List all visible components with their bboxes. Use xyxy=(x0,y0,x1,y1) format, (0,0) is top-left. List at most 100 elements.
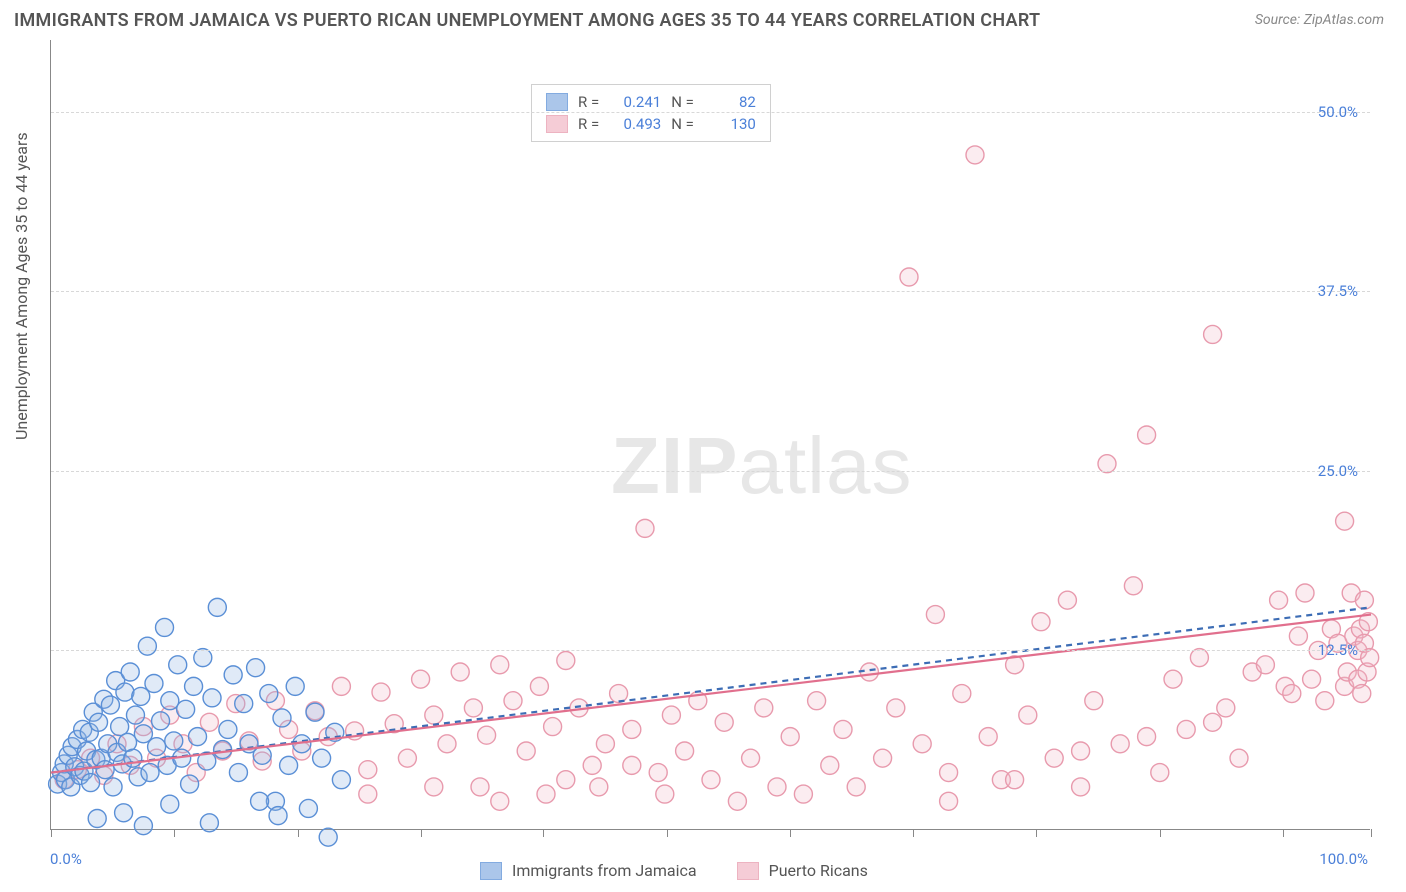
x-tick xyxy=(1283,829,1284,837)
data-point-puerto_rican xyxy=(464,699,482,717)
data-point-puerto_rican xyxy=(590,778,608,796)
data-point-puerto_rican xyxy=(398,749,416,767)
data-point-jamaica xyxy=(96,761,114,779)
swatch-puerto-rican-bottom xyxy=(737,862,759,880)
data-point-jamaica xyxy=(161,795,179,813)
series-name-puerto-rican: Puerto Ricans xyxy=(769,861,868,880)
data-point-puerto_rican xyxy=(1336,512,1354,530)
data-point-puerto_rican xyxy=(425,706,443,724)
data-point-puerto_rican xyxy=(768,778,786,796)
x-axis-min-label: 0.0% xyxy=(50,850,82,868)
data-point-puerto_rican xyxy=(544,718,562,736)
data-point-puerto_rican xyxy=(412,670,430,688)
n-label: N = xyxy=(671,115,694,133)
data-point-jamaica xyxy=(165,732,183,750)
data-point-puerto_rican xyxy=(200,713,218,731)
data-point-puerto_rican xyxy=(1256,656,1274,674)
data-point-puerto_rican xyxy=(656,785,674,803)
x-tick xyxy=(667,829,668,837)
legend-item-puerto-rican: Puerto Ricans xyxy=(737,861,868,880)
data-point-puerto_rican xyxy=(1058,591,1076,609)
data-point-puerto_rican xyxy=(953,685,971,703)
data-point-puerto_rican xyxy=(715,713,733,731)
data-point-puerto_rican xyxy=(1151,764,1169,782)
data-point-jamaica xyxy=(161,692,179,710)
data-point-jamaica xyxy=(177,700,195,718)
n-value-jamaica: 82 xyxy=(704,93,756,111)
data-point-jamaica xyxy=(224,666,242,684)
data-point-puerto_rican xyxy=(794,785,812,803)
data-point-puerto_rican xyxy=(372,683,390,701)
x-tick xyxy=(174,829,175,837)
trend-line-puerto_rican xyxy=(51,615,1371,773)
data-point-puerto_rican xyxy=(1177,720,1195,738)
data-point-puerto_rican xyxy=(728,792,746,810)
data-point-jamaica xyxy=(134,817,152,835)
legend-item-jamaica: Immigrants from Jamaica xyxy=(480,861,697,880)
y-tick-label: 50.0% xyxy=(1318,103,1358,121)
scatter-svg xyxy=(51,40,1370,829)
data-point-puerto_rican xyxy=(808,692,826,710)
data-point-jamaica xyxy=(251,792,269,810)
x-tick xyxy=(421,829,422,837)
data-point-jamaica xyxy=(235,695,253,713)
data-point-jamaica xyxy=(299,799,317,817)
data-point-puerto_rican xyxy=(676,742,694,760)
data-point-puerto_rican xyxy=(1296,584,1314,602)
data-point-jamaica xyxy=(121,663,139,681)
data-point-puerto_rican xyxy=(662,706,680,724)
data-point-jamaica xyxy=(286,677,304,695)
data-point-puerto_rican xyxy=(1303,670,1321,688)
data-point-puerto_rican xyxy=(1270,591,1288,609)
data-point-jamaica xyxy=(260,685,278,703)
data-point-jamaica xyxy=(219,720,237,738)
data-point-jamaica xyxy=(332,771,350,789)
data-point-jamaica xyxy=(280,756,298,774)
x-tick xyxy=(1160,829,1161,837)
data-point-puerto_rican xyxy=(1164,670,1182,688)
legend-row-jamaica: R = 0.241 N = 82 xyxy=(546,91,756,113)
data-point-puerto_rican xyxy=(1019,706,1037,724)
y-axis-title: Unemployment Among Ages 35 to 44 years xyxy=(12,132,31,440)
data-point-puerto_rican xyxy=(1138,728,1156,746)
data-point-puerto_rican xyxy=(847,778,865,796)
data-point-puerto_rican xyxy=(636,519,654,537)
data-point-jamaica xyxy=(82,774,100,792)
source-name: ZipAtlas.com xyxy=(1304,12,1384,28)
data-point-puerto_rican xyxy=(742,749,760,767)
data-point-puerto_rican xyxy=(537,785,555,803)
data-point-jamaica xyxy=(313,749,331,767)
data-point-puerto_rican xyxy=(491,792,509,810)
n-label: N = xyxy=(671,93,694,111)
data-point-puerto_rican xyxy=(1217,699,1235,717)
data-point-jamaica xyxy=(101,696,119,714)
n-value-puerto-rican: 130 xyxy=(704,115,756,133)
data-point-puerto_rican xyxy=(874,749,892,767)
data-point-puerto_rican xyxy=(821,756,839,774)
r-value-jamaica: 0.241 xyxy=(609,93,661,111)
data-point-puerto_rican xyxy=(1283,685,1301,703)
data-point-puerto_rican xyxy=(1353,685,1371,703)
data-point-puerto_rican xyxy=(1204,325,1222,343)
data-point-puerto_rican xyxy=(1138,426,1156,444)
data-point-puerto_rican xyxy=(1204,713,1222,731)
data-point-jamaica xyxy=(169,656,187,674)
data-point-puerto_rican xyxy=(1230,749,1248,767)
scatter-plot-area: ZIPatlas R = 0.241 N = 82 R = 0.493 N = … xyxy=(50,40,1370,830)
swatch-puerto-rican xyxy=(546,115,568,133)
data-point-jamaica xyxy=(229,764,247,782)
data-point-puerto_rican xyxy=(1124,577,1142,595)
data-point-puerto_rican xyxy=(1111,735,1129,753)
swatch-jamaica xyxy=(546,93,568,111)
data-point-puerto_rican xyxy=(623,756,641,774)
r-label: R = xyxy=(578,115,599,133)
data-point-jamaica xyxy=(306,703,324,721)
data-point-jamaica xyxy=(116,683,134,701)
data-point-jamaica xyxy=(156,618,174,636)
data-point-puerto_rican xyxy=(359,761,377,779)
data-point-jamaica xyxy=(90,713,108,731)
data-point-puerto_rican xyxy=(1316,692,1334,710)
data-point-puerto_rican xyxy=(623,720,641,738)
data-point-jamaica xyxy=(200,814,218,832)
swatch-jamaica-bottom xyxy=(480,862,502,880)
